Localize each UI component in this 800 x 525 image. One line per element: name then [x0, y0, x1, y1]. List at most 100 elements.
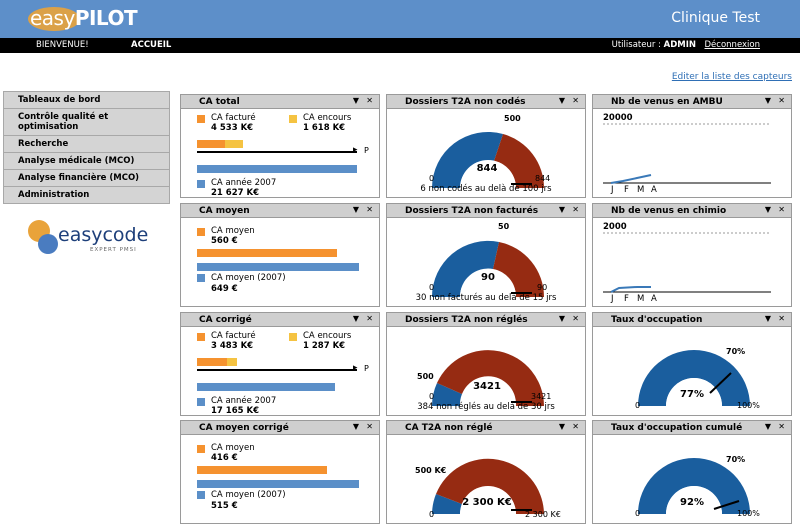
gauge-value: 77% [680, 389, 704, 400]
close-icon[interactable]: ✕ [572, 422, 579, 431]
gauge-min: 0 [635, 401, 641, 410]
menu-item-controle-qualite[interactable]: Contrôle qualité et optimisation [3, 109, 170, 136]
prev-year-value: 649 € [211, 284, 238, 294]
close-icon[interactable]: ✕ [366, 314, 373, 323]
dropdown-arrow-icon[interactable]: ▼ [764, 422, 771, 431]
close-icon[interactable]: ✕ [366, 205, 373, 214]
close-icon[interactable]: ✕ [778, 314, 785, 323]
widget-header[interactable]: CA T2A non réglé ▼ ✕ [387, 421, 585, 435]
widget-ca-moyen-corrige: CA moyen corrigé ▼ ✕ CA moyen 416 € CA m… [180, 420, 380, 524]
dropdown-arrow-icon[interactable]: ▼ [764, 205, 771, 214]
menu-item-analyse-medicale[interactable]: Analyse médicale (MCO) [3, 153, 170, 170]
encours-value: 1 287 K€ [303, 341, 346, 351]
close-icon[interactable]: ✕ [366, 96, 373, 105]
dropdown-arrow-icon[interactable]: ▼ [352, 314, 359, 323]
menu-item-recherche[interactable]: Recherche [3, 136, 170, 153]
current-bar [197, 466, 327, 474]
nav-bienvenue[interactable]: BIENVENUE! [36, 40, 89, 50]
widget-header[interactable]: CA corrigé ▼ ✕ [181, 313, 379, 327]
gauge-caption: 6 non codés au delà de 100 jrs [420, 184, 552, 194]
dropdown-arrow-icon[interactable]: ▼ [352, 422, 359, 431]
logo-pilot-text: PILOT [74, 6, 138, 30]
legend-orange-swatch [197, 333, 205, 341]
widget-title: Dossiers T2A non codés [405, 97, 526, 107]
widget-title: CA T2A non réglé [405, 423, 493, 433]
current-bar [197, 249, 337, 257]
gauge-chart [432, 350, 544, 406]
user-name: ADMIN [663, 40, 696, 50]
projection-arrow-icon: ▸ [353, 145, 358, 155]
clinic-name: Clinique Test [671, 10, 760, 26]
menu-item-tableaux-de-bord[interactable]: Tableaux de bord [3, 91, 170, 109]
widget-header[interactable]: Taux d'occupation cumulé ▼ ✕ [593, 421, 791, 435]
widget-header[interactable]: Nb de venus en AMBU ▼ ✕ [593, 95, 791, 109]
prev-year-value: 17 165 K€ [211, 406, 259, 416]
widget-header[interactable]: Taux d'occupation ▼ ✕ [593, 313, 791, 327]
close-icon[interactable]: ✕ [572, 314, 579, 323]
close-icon[interactable]: ✕ [778, 205, 785, 214]
widget-header[interactable]: CA moyen corrigé ▼ ✕ [181, 421, 379, 435]
encours-label: CA encours [303, 331, 352, 341]
month-label: A [651, 185, 657, 195]
dropdown-arrow-icon[interactable]: ▼ [764, 314, 771, 323]
edit-sensors-link[interactable]: Editer la liste des capteurs [671, 72, 792, 82]
widget-ca-corrige: CA corrigé ▼ ✕ CA facturé 3 483 K€ CA en… [180, 312, 380, 416]
factured-bar [197, 358, 227, 366]
prev-year-bar [197, 480, 359, 488]
gauge-marker: 500 [504, 114, 521, 123]
easypilot-logo[interactable]: easyPILOT [28, 5, 138, 31]
current-value: 416 € [211, 453, 238, 463]
close-icon[interactable]: ✕ [572, 205, 579, 214]
menu-item-administration[interactable]: Administration [3, 187, 170, 204]
left-menu: Tableaux de bord Contrôle qualité et opt… [3, 91, 170, 204]
current-value: 560 € [211, 236, 238, 246]
widget-header[interactable]: Dossiers T2A non codés ▼ ✕ [387, 95, 585, 109]
gauge-max: 100% [737, 509, 760, 518]
close-icon[interactable]: ✕ [778, 422, 785, 431]
gauge-min: 0 [429, 174, 435, 183]
gauge-chart [431, 131, 544, 188]
close-icon[interactable]: ✕ [572, 96, 579, 105]
widget-header[interactable]: Dossiers T2A non réglés ▼ ✕ [387, 313, 585, 327]
gauge-blue-arc [431, 240, 499, 297]
dropdown-arrow-icon[interactable]: ▼ [558, 422, 565, 431]
widget-taux-occupation-cumule: Taux d'occupation cumulé ▼ ✕ 70% 92% 0 1… [592, 420, 792, 524]
trend-line [610, 286, 651, 293]
dropdown-arrow-icon[interactable]: ▼ [558, 314, 565, 323]
dropdown-arrow-icon[interactable]: ▼ [352, 96, 359, 105]
current-label: CA moyen [211, 443, 255, 453]
reference-value: 2000 [603, 222, 627, 232]
dropdown-arrow-icon[interactable]: ▼ [558, 96, 565, 105]
dropdown-arrow-icon[interactable]: ▼ [764, 96, 771, 105]
gauge-chart [638, 350, 750, 406]
widget-header[interactable]: Dossiers T2A non facturés ▼ ✕ [387, 204, 585, 218]
gauge-min: 0 [429, 510, 435, 519]
widget-t2a-non-factures: Dossiers T2A non facturés ▼ ✕ 50 90 0 90… [386, 203, 586, 307]
gauge-needle [709, 372, 732, 394]
widget-header[interactable]: CA total ▼ ✕ [181, 95, 379, 109]
gauge-needle [713, 500, 740, 510]
logout-link[interactable]: Déconnexion [704, 40, 760, 50]
widget-ca-t2a-non-regle: CA T2A non réglé ▼ ✕ 500 K€ 2 300 K€ 0 2… [386, 420, 586, 524]
widget-header[interactable]: CA moyen ▼ ✕ [181, 204, 379, 218]
close-icon[interactable]: ✕ [778, 96, 785, 105]
dropdown-arrow-icon[interactable]: ▼ [352, 205, 359, 214]
month-label: F [624, 185, 629, 195]
month-label: M [637, 294, 645, 304]
prev-year-bar [197, 263, 359, 271]
easycode-name: easycode [58, 224, 149, 246]
prev-year-value: 515 € [211, 501, 238, 511]
factured-bar [197, 140, 225, 148]
gauge-marker: 500 [417, 372, 434, 381]
menu-item-analyse-financiere[interactable]: Analyse financière (MCO) [3, 170, 170, 187]
nav-accueil[interactable]: ACCUEIL [131, 40, 172, 50]
gauge-max: 844 [535, 174, 551, 183]
dropdown-arrow-icon[interactable]: ▼ [558, 205, 565, 214]
widget-ca-total: CA total ▼ ✕ CA facturé 4 533 K€ CA enco… [180, 94, 380, 198]
widget-header[interactable]: Nb de venus en chimio ▼ ✕ [593, 204, 791, 218]
factured-value: 3 483 K€ [211, 341, 254, 351]
month-label: A [651, 294, 657, 304]
close-icon[interactable]: ✕ [366, 422, 373, 431]
legend-blue-swatch [197, 491, 205, 499]
gauge-max: 100% [737, 401, 760, 410]
